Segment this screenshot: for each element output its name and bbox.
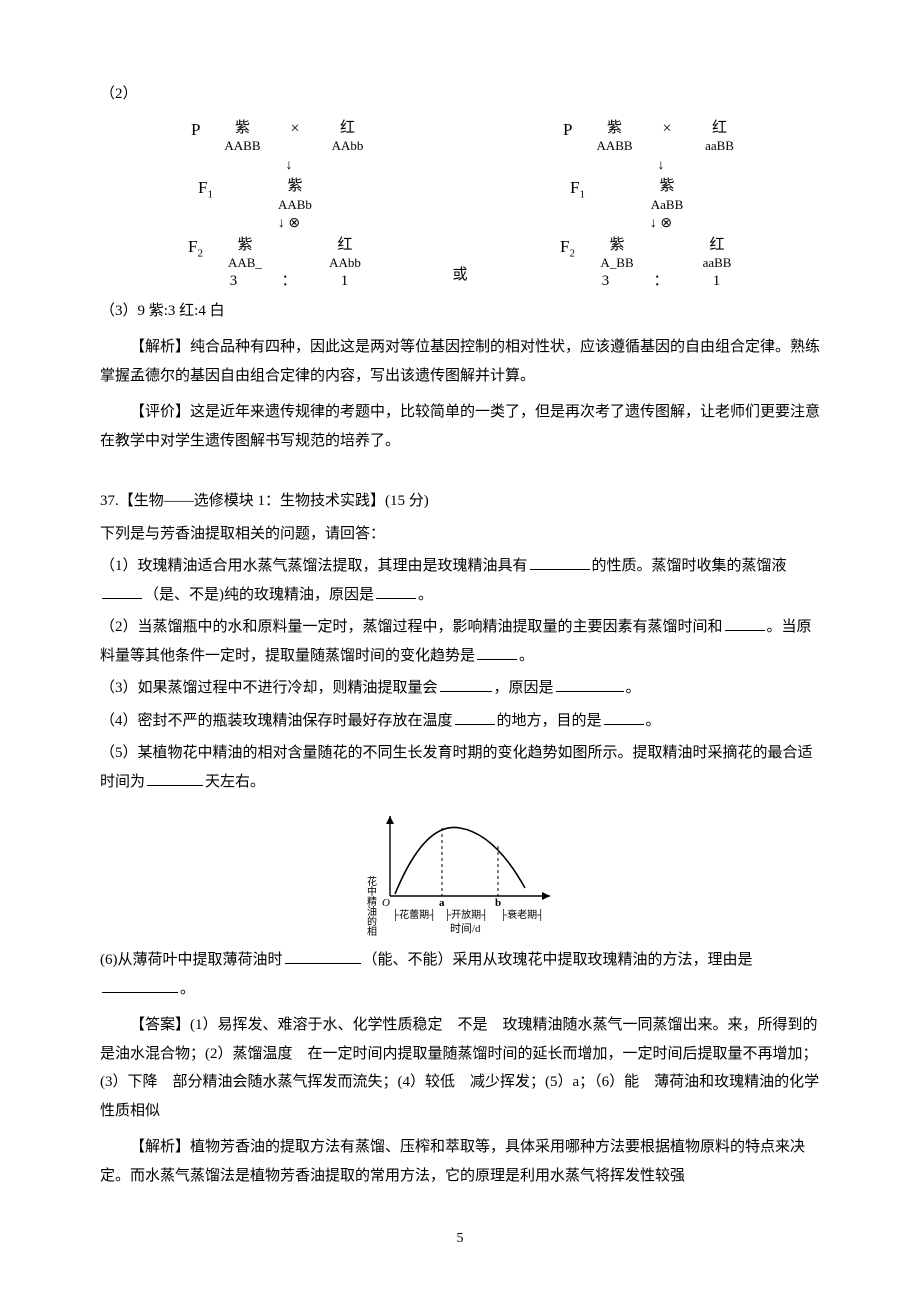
purple-label: 紫 (607, 119, 622, 139)
ratio-colon: ： (636, 272, 687, 292)
blank-input[interactable] (102, 582, 142, 599)
self-cross-icon: ↓ ⊗ (170, 215, 377, 233)
chart-container: O a b 花中精油的相对含量 ├花蕾期┤ ├开放期┤ ├衰老期┤ 时间/d (100, 806, 820, 936)
analysis-1: 【解析】纯合品种有四种，因此这是两对等位基因控制的相对性状，应该遵循基因的自由组… (100, 333, 820, 390)
genotype-text: AABb (278, 197, 312, 214)
blank-input[interactable] (147, 769, 203, 786)
q37-part3: （3）如果蒸馏过程中不进行冷却，则精油提取量会，原因是。 (100, 674, 820, 703)
arrow-icon: ↓ (543, 157, 750, 175)
gen-p-label: P (543, 119, 573, 141)
chart-x-label: 时间/d (450, 922, 481, 935)
q37-part2: （2）当蒸馏瓶中的水和原料量一定时，蒸馏过程中，影响精油提取量的主要因素有蒸馏时… (100, 613, 820, 670)
purple-label: 紫 (237, 236, 252, 256)
content-chart: O a b 花中精油的相对含量 ├花蕾期┤ ├开放期┤ ├衰老期┤ 时间/d (350, 806, 570, 936)
blank-input[interactable] (285, 948, 361, 965)
chart-stage3: ├衰老期┤ (500, 908, 544, 922)
ratio-number: 3 (203, 272, 263, 292)
page-number: 5 (100, 1226, 820, 1253)
answer-text: 【答案】(1）易挥发、难溶于水、化学性质稳定 不是 玫瑰精油随水蒸气一同蒸馏出来… (100, 1011, 820, 1125)
blank-input[interactable] (455, 708, 495, 725)
chart-a-label: a (439, 897, 445, 909)
gen-f1-label: F1 (183, 177, 213, 202)
chart-b-label: b (495, 897, 501, 909)
genotype-text: aaBB (703, 255, 732, 272)
genotype-text: AaBB (651, 197, 684, 214)
purple-label: 紫 (610, 236, 625, 256)
blank-input[interactable] (440, 676, 492, 693)
analysis-2: 【解析】植物芳香油的提取方法有蒸馏、压榨和萃取等，具体采用哪种方法要根据植物原料… (100, 1133, 820, 1190)
red-label: 红 (337, 236, 352, 256)
ratio-colon: ： (263, 272, 314, 292)
q37-part1: （1）玫瑰精油适合用水蒸气蒸馏法提取，其理由是玫瑰精油具有的性质。蒸馏时收集的蒸… (100, 552, 820, 609)
chart-origin: O (382, 897, 390, 909)
red-label: 红 (712, 119, 727, 139)
genotype-text: AAbb (332, 138, 364, 155)
ratio-number: 3 (576, 272, 636, 292)
section-3-text: （3）9 紫:3 红:4 白 (100, 297, 820, 326)
q37-title: 37.【生物——选修模块 1：生物技术实践】(15 分) (100, 487, 820, 516)
cross-symbol: × (645, 119, 690, 140)
ratio-number: 1 (314, 272, 374, 292)
chart-stage2: ├开放期┤ (444, 908, 488, 922)
blank-input[interactable] (376, 582, 416, 599)
genotype-text: AAB_ (228, 255, 262, 272)
cross-diagram-container: P 紫 AABB × 红 AAbb ↓ F1 紫 AABb ↓ ⊗ F2 紫 A… (100, 119, 820, 292)
q37-intro: 下列是与芳香油提取相关的问题，请回答： (100, 520, 820, 549)
q37-part5: （5）某植物花中精油的相对含量随花的不同生长发育时期的变化趋势如图所示。提取精油… (100, 739, 820, 796)
blank-input[interactable] (604, 708, 644, 725)
purple-label: 紫 (660, 177, 675, 197)
or-label: 或 (447, 261, 472, 292)
gen-f1-label: F1 (555, 177, 585, 202)
blank-input[interactable] (530, 554, 590, 571)
purple-label: 紫 (235, 119, 250, 139)
commentary-text: 【评价】这是近年来遗传规律的考题中，比较简单的一类了，但是再次考了遗传图解，让老… (100, 398, 820, 455)
genotype-text: AAbb (329, 255, 361, 272)
blank-input[interactable] (725, 615, 765, 632)
red-label: 红 (340, 119, 355, 139)
purple-label: 紫 (287, 177, 302, 197)
q37-part4: （4）密封不严的瓶装玫瑰精油保存时最好存放在温度的地方，目的是。 (100, 707, 820, 736)
cross-symbol: × (272, 119, 317, 140)
gen-f2-label: F2 (173, 236, 203, 261)
genotype-text: A_BB (600, 255, 633, 272)
gen-f2-label: F2 (545, 236, 575, 261)
genotype-text: aaBB (705, 138, 734, 155)
genotype-text: AABB (224, 138, 260, 155)
red-label: 红 (710, 236, 725, 256)
q37-part6: (6)从薄荷叶中提取薄荷油时（能、不能）采用从玫瑰花中提取玫瑰精油的方法，理由是… (100, 946, 820, 1003)
section-2-label: （2） (100, 80, 820, 109)
cross-right: P 紫 AABB × 红 aaBB ↓ F1 紫 AaBB ↓ ⊗ F2 紫 A… (543, 119, 750, 292)
blank-input[interactable] (477, 643, 517, 660)
ratio-number: 1 (687, 272, 747, 292)
chart-y-label: 花中精油的相对含量 (365, 875, 377, 936)
gen-p-label: P (170, 119, 200, 141)
chart-stage1: ├花蕾期┤ (392, 908, 436, 922)
blank-input[interactable] (102, 976, 178, 993)
genotype-text: AABB (596, 138, 632, 155)
self-cross-icon: ↓ ⊗ (543, 215, 750, 233)
arrow-icon: ↓ (170, 157, 377, 175)
blank-input[interactable] (556, 676, 624, 693)
cross-left: P 紫 AABB × 红 AAbb ↓ F1 紫 AABb ↓ ⊗ F2 紫 A… (170, 119, 377, 292)
